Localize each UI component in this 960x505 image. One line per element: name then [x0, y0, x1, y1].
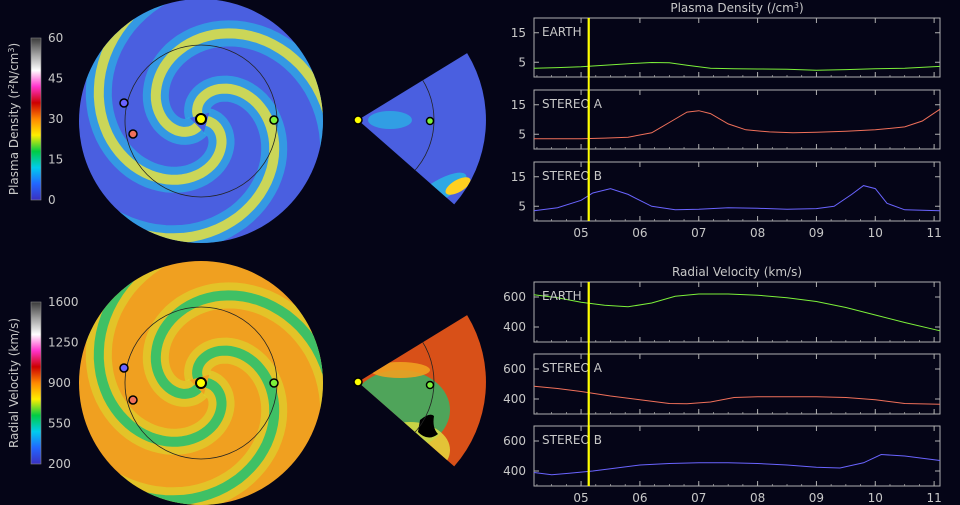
y-tick-label: 600	[503, 434, 526, 448]
x-tick-label: 07	[691, 226, 706, 240]
x-tick-label: 07	[691, 491, 706, 505]
panel-frame	[533, 353, 941, 415]
y-tick-label: 15	[511, 26, 526, 40]
x-tick-label: 10	[868, 226, 883, 240]
x-tick-label: 08	[750, 491, 765, 505]
spiral-arm	[150, 28, 323, 163]
y-tick-label: 600	[503, 290, 526, 304]
body-marker-0	[269, 115, 279, 125]
colorbar-0	[30, 37, 42, 201]
x-tick-label: 11	[926, 491, 941, 505]
panel-frame	[533, 17, 941, 78]
body-marker-0	[269, 378, 279, 388]
body-marker-1	[128, 129, 138, 139]
x-tick-label: 08	[750, 226, 765, 240]
x-tick-label: 06	[632, 491, 647, 505]
body-marker-earth	[425, 380, 435, 390]
sun-icon	[353, 115, 363, 125]
panel-label: STEREO A	[542, 97, 603, 111]
spiral-arm	[93, 0, 227, 185]
velocity-polar-spiral-arms	[85, 261, 323, 505]
wedge-feature	[368, 111, 412, 129]
series-line	[533, 293, 941, 332]
body-marker-2	[119, 98, 129, 108]
spiral-arm	[96, 345, 280, 505]
x-tick-label: 06	[632, 226, 647, 240]
panel-label: STEREO B	[542, 433, 602, 447]
panel-label: STEREO A	[542, 361, 603, 375]
y-tick-label: 5	[518, 199, 526, 213]
body-marker-1	[128, 395, 138, 405]
panel-frame	[533, 161, 941, 222]
y-tick-label: 5	[518, 127, 526, 141]
y-tick-label: 400	[503, 464, 526, 478]
chart-title: Plasma Density (/cm3)	[670, 1, 803, 16]
colorbar-tick-label: 45	[48, 72, 63, 86]
body-marker-2	[119, 363, 129, 373]
colorbar-tick-label: 550	[48, 417, 71, 431]
y-tick-label: 400	[503, 320, 526, 334]
colorbar-label: Plasma Density (r2N/cm3)	[7, 43, 22, 195]
colorbar-tick-label: 1600	[48, 295, 79, 309]
chart-title: Radial Velocity (km/s)	[672, 265, 802, 279]
colorbar-1	[30, 301, 42, 465]
panel-frame	[533, 281, 941, 343]
colorbar-tick-label: 200	[48, 457, 71, 471]
x-tick-label: 05	[573, 226, 588, 240]
panel-frame	[533, 425, 941, 487]
density-polar-spiral-arms	[85, 0, 323, 243]
colorbar-tick-label: 30	[48, 112, 63, 126]
x-tick-label: 05	[573, 491, 588, 505]
series-line	[533, 61, 941, 71]
x-tick-label: 09	[809, 491, 824, 505]
wedge-feature	[418, 414, 438, 438]
panel-label: STEREO B	[542, 169, 602, 183]
x-tick-label: 11	[926, 226, 941, 240]
spiral-arm	[150, 290, 323, 425]
series-line	[533, 185, 941, 212]
x-tick-label: 10	[868, 491, 883, 505]
y-tick-label: 400	[503, 392, 526, 406]
wedge-feature	[370, 362, 430, 378]
y-tick-label: 5	[518, 55, 526, 69]
colorbar-tick-label: 0	[48, 193, 56, 207]
series-line	[534, 108, 941, 140]
x-tick-label: 09	[809, 226, 824, 240]
colorbar-tick-label: 900	[48, 376, 71, 390]
colorbar-tick-label: 60	[48, 31, 63, 45]
panel-label: EARTH	[542, 25, 582, 39]
colorbar-tick-label: 1250	[48, 336, 79, 350]
sun-icon	[195, 377, 207, 389]
colorbar-tick-label: 15	[48, 153, 63, 167]
series-line	[533, 385, 941, 405]
orbit-arc	[358, 315, 435, 459]
spiral-arm	[93, 261, 227, 447]
colorbar-label: Radial Velocity (km/s)	[7, 318, 21, 448]
y-tick-label: 15	[511, 98, 526, 112]
sun-icon	[353, 377, 363, 387]
spiral-arm	[96, 83, 280, 243]
density-polar-wedge	[358, 53, 486, 205]
sun-icon	[195, 113, 207, 125]
body-marker-earth	[425, 116, 435, 126]
y-tick-label: 15	[511, 170, 526, 184]
panel-label: EARTH	[542, 289, 582, 303]
series-line	[533, 453, 941, 476]
wedge-feature	[445, 177, 471, 195]
panel-frame	[533, 89, 941, 150]
y-tick-label: 600	[503, 362, 526, 376]
